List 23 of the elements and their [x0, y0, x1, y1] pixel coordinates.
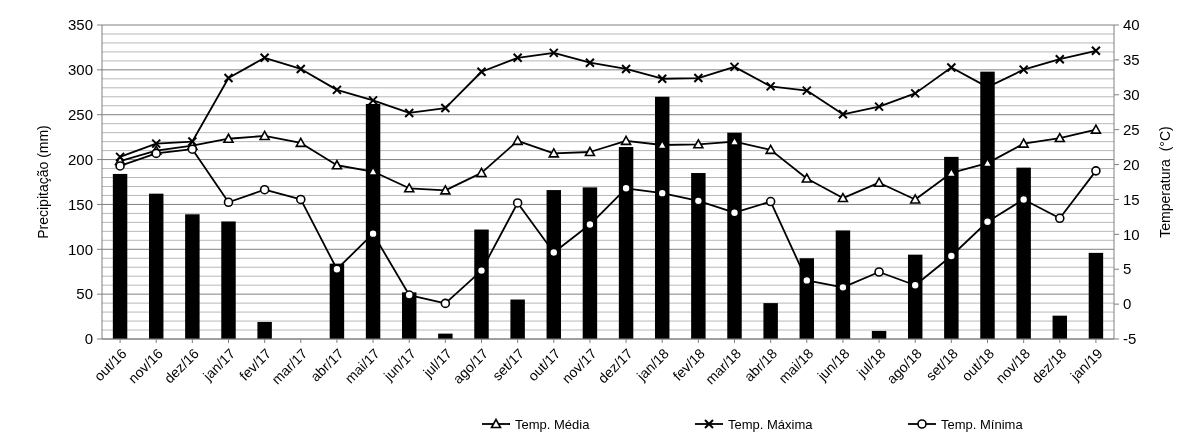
- legend-label: Temp. Máxima: [728, 416, 814, 432]
- y-tick-label: 350: [67, 16, 93, 34]
- y-tick-label: 0: [84, 330, 93, 348]
- y-tick-label: 250: [67, 105, 93, 123]
- y-tick-label: 100: [67, 240, 93, 258]
- y-tick-label: 200: [67, 150, 93, 168]
- y-axis-title: Precipitação (mm): [35, 125, 51, 239]
- y-tick-label: 300: [67, 61, 93, 79]
- y2-axis-title: Temperatura (°C): [1157, 126, 1173, 238]
- y2-tick-label: 35: [1123, 51, 1140, 69]
- legend-label: Temp. Mínima: [941, 416, 1024, 432]
- y2-tick-label: 20: [1123, 155, 1140, 173]
- y2-tick-label: 30: [1123, 86, 1140, 104]
- y2-tick-label: 40: [1123, 16, 1140, 34]
- y2-tick-label: 25: [1123, 120, 1140, 138]
- y2-tick-label: -5: [1123, 330, 1137, 348]
- y2-tick-label: 5: [1123, 260, 1132, 278]
- y-tick-label: 150: [67, 195, 93, 213]
- y2-tick-label: 10: [1123, 225, 1140, 243]
- legend-label: Temp. Média: [515, 416, 591, 432]
- y2-tick-label: 15: [1123, 190, 1140, 208]
- y-tick-label: 50: [76, 285, 93, 303]
- y2-tick-label: 0: [1123, 295, 1132, 313]
